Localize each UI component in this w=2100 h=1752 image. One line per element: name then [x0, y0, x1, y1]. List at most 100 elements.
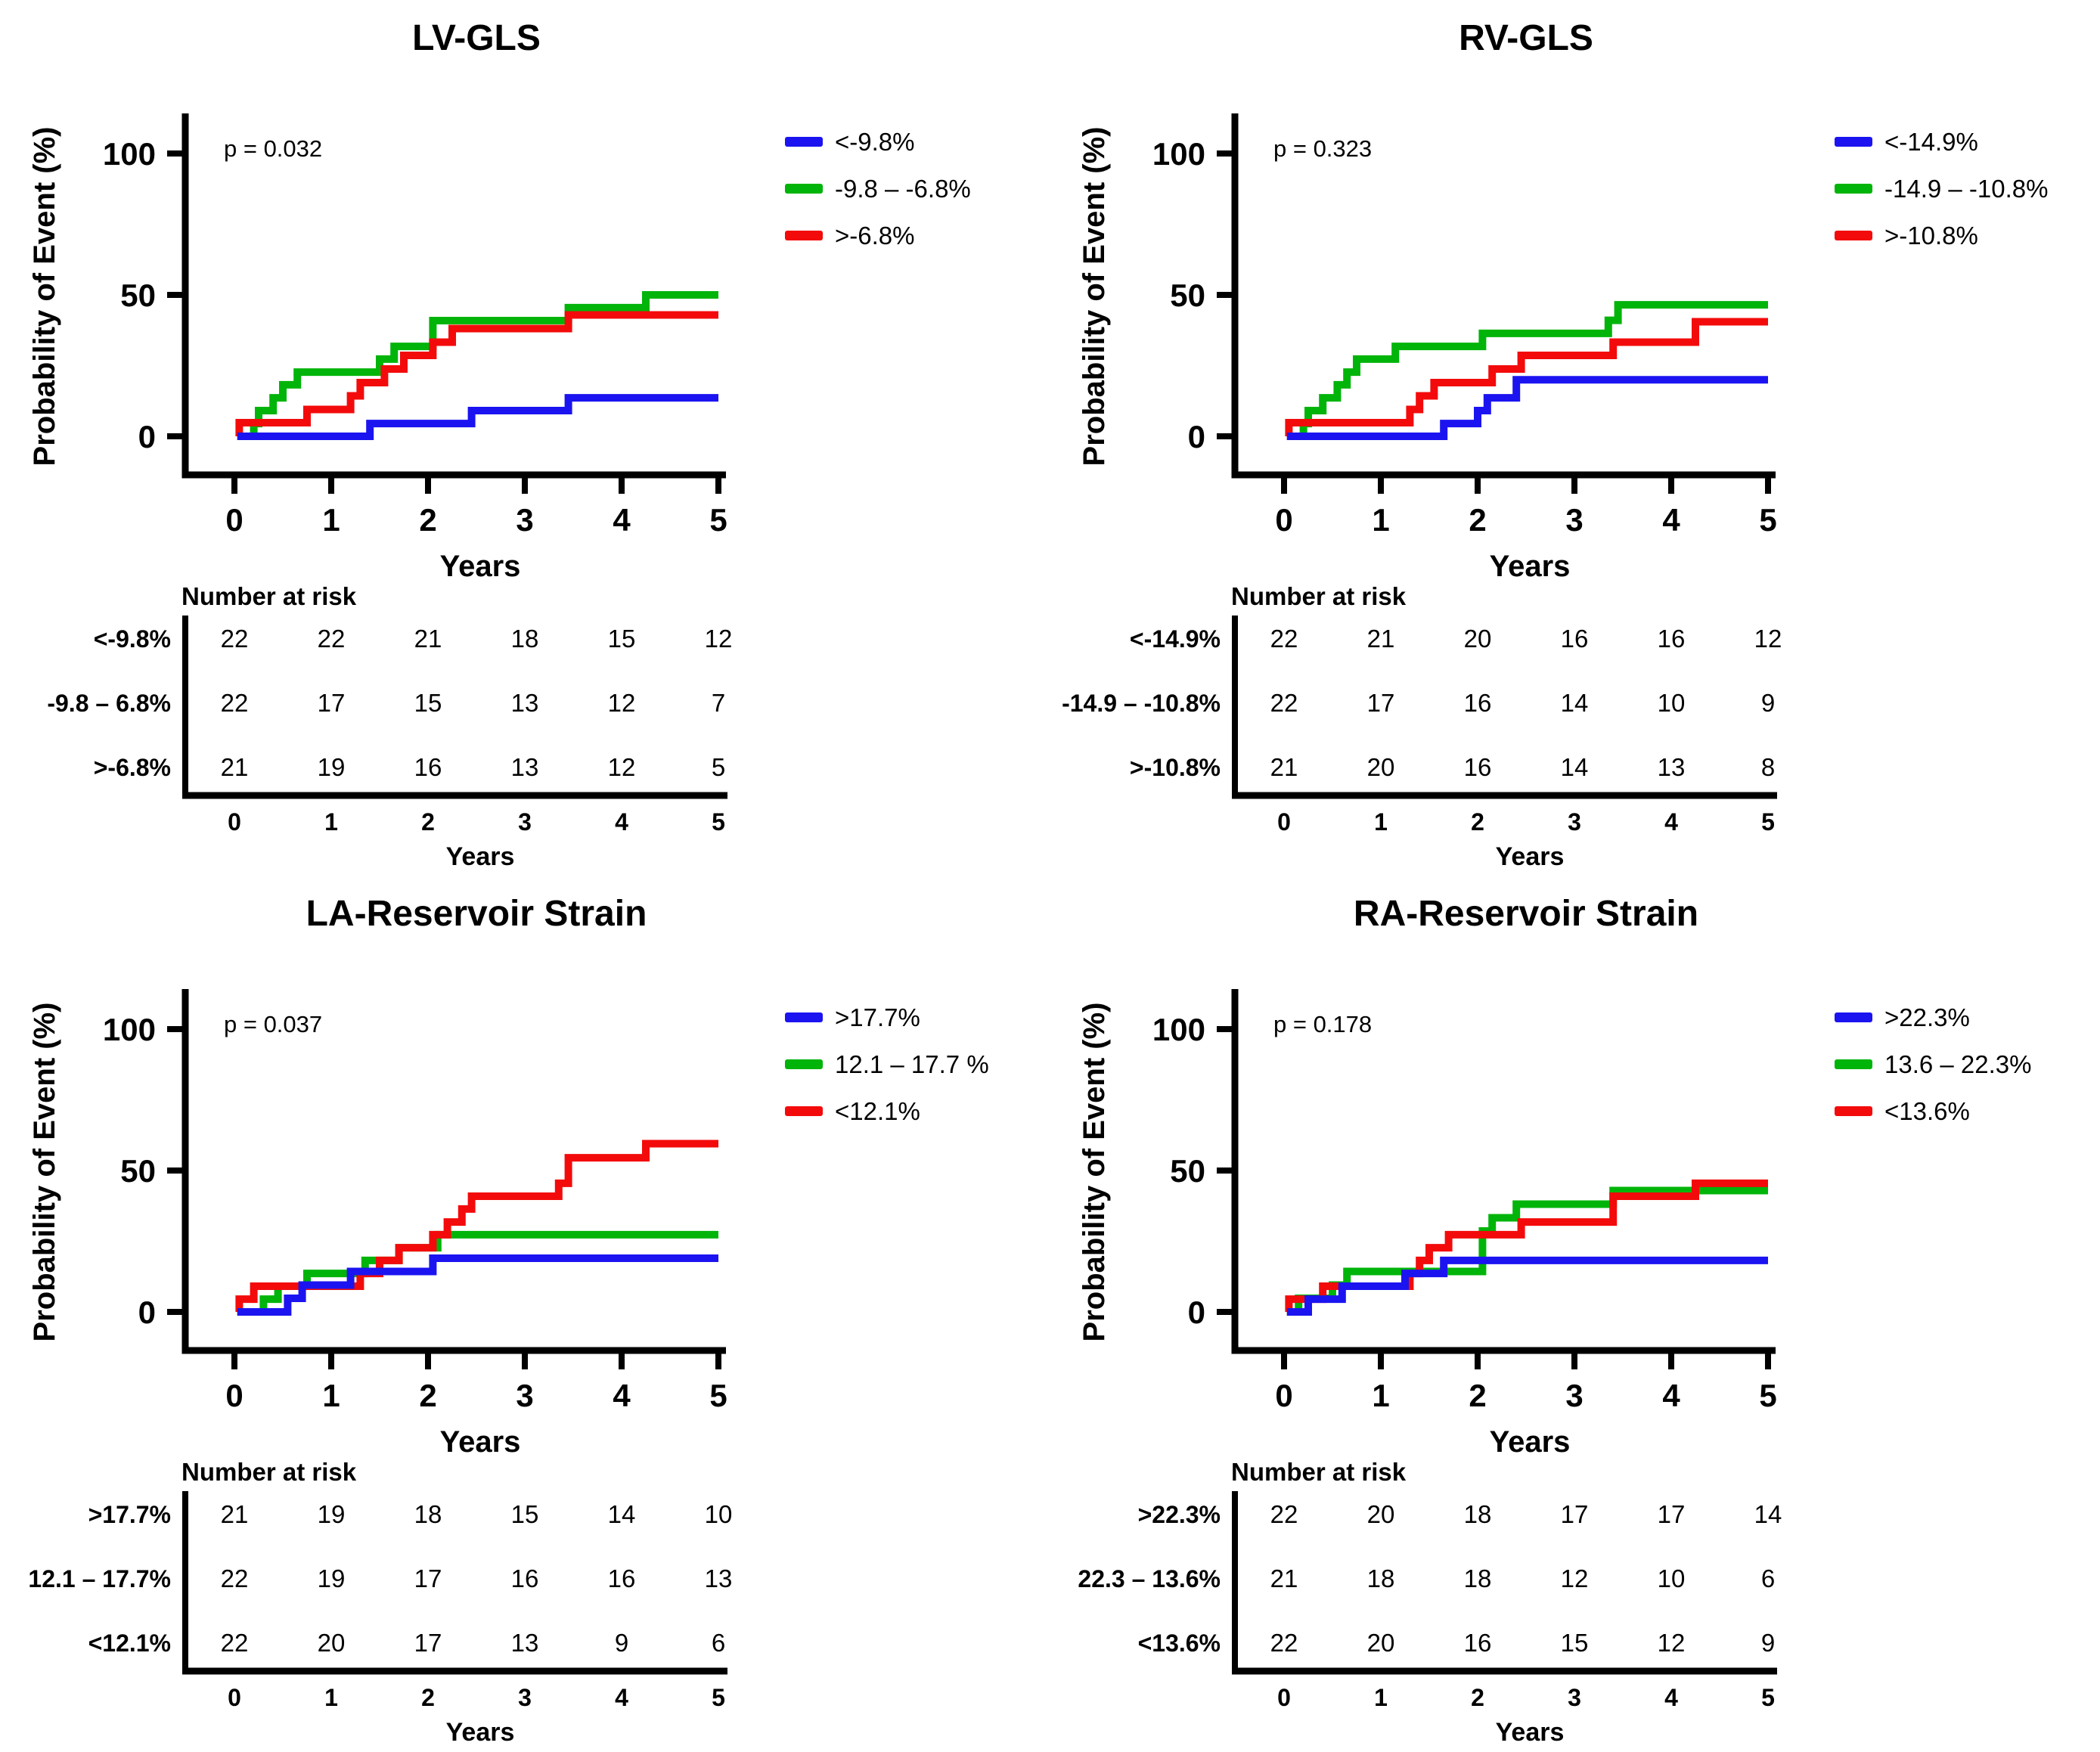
risk-count: 13	[1658, 753, 1686, 781]
y-tick-label: 100	[1152, 1012, 1205, 1047]
x-tick-label: 3	[516, 1378, 533, 1413]
x-tick-label: 4	[1662, 502, 1680, 538]
axis-frame	[1231, 113, 1776, 479]
risk-count: 10	[1658, 1564, 1686, 1592]
y-tick-label: 0	[138, 419, 156, 454]
risk-count: 17	[414, 1564, 442, 1592]
legend-swatch	[1835, 1106, 1872, 1116]
x-tick-label: 2	[419, 1378, 436, 1413]
legend-label: <-14.9%	[1884, 128, 1978, 156]
risk-count: 17	[1561, 1500, 1589, 1528]
axis-frame	[181, 113, 726, 479]
risk-count: 19	[318, 1500, 346, 1528]
p-value-label: p = 0.032	[224, 135, 322, 162]
risk-tick-label: 0	[1277, 1684, 1291, 1711]
km-curve	[1285, 318, 1768, 440]
risk-row-label: 12.1 – 17.7%	[28, 1565, 171, 1592]
risk-count: 12	[705, 625, 733, 653]
km-panel-svg: LA-Reservoir Strain Probability of Event …	[28, 894, 989, 1747]
p-value-label: p = 0.323	[1273, 135, 1372, 162]
risk-tick-label: 3	[518, 808, 532, 836]
risk-count: 20	[1367, 1500, 1395, 1528]
legend-swatch	[1835, 1059, 1872, 1069]
legend-label: <12.1%	[835, 1097, 920, 1125]
risk-count: 17	[414, 1629, 442, 1657]
risk-count: 8	[1761, 753, 1775, 781]
legend-label: >-6.8%	[835, 222, 914, 250]
risk-row-label: >17.7%	[88, 1501, 171, 1528]
legend-swatch	[1835, 231, 1872, 240]
x-tick-label: 2	[1469, 502, 1486, 538]
risk-tick-label: 2	[421, 1684, 435, 1711]
risk-table-header: Number at risk	[181, 582, 357, 610]
legend-label: <13.6%	[1884, 1097, 1970, 1125]
risk-tick-label: 5	[712, 1684, 725, 1711]
risk-count: 21	[414, 625, 442, 653]
legend-swatch	[785, 1106, 823, 1116]
x-axis-label: Years	[440, 550, 521, 583]
risk-count: 22	[221, 1564, 249, 1592]
risk-count: 6	[1761, 1564, 1775, 1592]
km-curve	[1286, 1186, 1768, 1316]
km-curve	[1286, 301, 1768, 440]
risk-count: 22	[221, 625, 249, 653]
risk-count: 18	[1464, 1500, 1492, 1528]
panel-ra-reservoir-strain: RA-Reservoir Strain Probability of Event …	[1050, 876, 2100, 1752]
risk-tick-label: 4	[1664, 1684, 1678, 1711]
risk-count: 22	[318, 625, 346, 653]
risk-tick-label: 5	[1761, 1684, 1775, 1711]
risk-count: 15	[1561, 1629, 1589, 1657]
risk-count: 21	[1270, 1564, 1298, 1592]
risk-count: 18	[1464, 1564, 1492, 1592]
y-tick-label: 100	[103, 136, 156, 172]
risk-count: 12	[1658, 1629, 1686, 1657]
legend-label: 12.1 – 17.7 %	[835, 1050, 989, 1078]
risk-row-label: 22.3 – 13.6%	[1078, 1565, 1221, 1592]
risk-row-label: <-14.9%	[1130, 625, 1221, 653]
risk-tick-label: 5	[1761, 808, 1775, 836]
risk-count: 14	[1561, 753, 1589, 781]
panel-la-reservoir-strain: LA-Reservoir Strain Probability of Event …	[0, 876, 1050, 1752]
risk-count: 9	[1761, 1629, 1775, 1657]
risk-count: 22	[221, 689, 249, 717]
legend-label: -14.9 – -10.8%	[1884, 175, 2048, 203]
km-curve	[235, 311, 718, 440]
risk-count: 21	[221, 753, 249, 781]
risk-count: 16	[1561, 625, 1589, 653]
risk-count: 16	[608, 1564, 636, 1592]
legend-swatch	[785, 137, 823, 147]
y-tick-label: 50	[1170, 278, 1205, 313]
risk-count: 12	[608, 753, 636, 781]
panel-title: LA-Reservoir Strain	[306, 894, 647, 934]
risk-count: 22	[221, 1629, 249, 1657]
km-curve	[1286, 376, 1768, 440]
x-tick-label: 3	[516, 502, 533, 538]
legend-swatch	[1835, 137, 1872, 147]
y-axis-label: Probability of Event (%)	[1078, 127, 1111, 467]
y-axis-label: Probability of Event (%)	[28, 1003, 61, 1342]
risk-count: 20	[1367, 753, 1395, 781]
y-tick-label: 0	[1188, 419, 1205, 454]
x-tick-label: 0	[1275, 502, 1292, 538]
risk-count: 14	[1561, 689, 1589, 717]
axis-frame	[181, 989, 726, 1354]
km-curve	[235, 1140, 718, 1316]
x-axis-label: Years	[440, 1425, 521, 1459]
x-tick-label: 3	[1565, 1378, 1583, 1413]
risk-count: 17	[1658, 1500, 1686, 1528]
risk-row-label: <12.1%	[88, 1630, 171, 1657]
risk-table-header: Number at risk	[181, 1458, 357, 1486]
risk-count: 22	[1270, 1629, 1298, 1657]
risk-count: 13	[705, 1564, 733, 1592]
risk-tick-label: 0	[228, 808, 241, 836]
legend-swatch	[785, 1012, 823, 1022]
y-tick-label: 50	[120, 278, 156, 313]
risk-years-label: Years	[1496, 842, 1565, 871]
y-tick-label: 100	[103, 1012, 156, 1047]
risk-count: 6	[712, 1629, 725, 1657]
x-tick-label: 0	[1275, 1378, 1292, 1413]
x-tick-label: 4	[613, 1378, 631, 1413]
risk-years-label: Years	[446, 1718, 515, 1747]
